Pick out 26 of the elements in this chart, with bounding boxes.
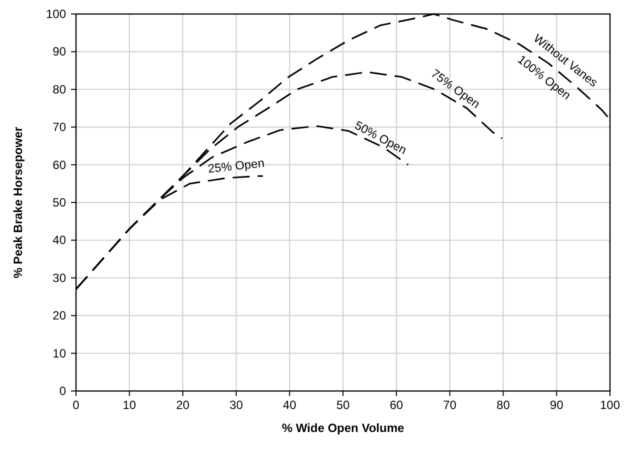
x-tick-label: 50: [336, 398, 350, 412]
y-tick-label: 40: [52, 233, 66, 248]
y-tick-label: 100: [46, 7, 66, 21]
x-tick-label: 40: [282, 398, 297, 412]
x-tick-label: 20: [176, 398, 190, 412]
y-tick-label: 90: [52, 44, 66, 59]
y-tick-label: 20: [52, 308, 66, 323]
x-tick-label: 60: [390, 398, 404, 412]
y-tick-label: 80: [52, 82, 66, 96]
x-tick-label: 30: [230, 398, 244, 412]
x-axis-title: % Wide Open Volume: [282, 421, 404, 435]
x-tick-label: 90: [550, 398, 564, 412]
x-tick-label: 70: [443, 398, 457, 412]
x-tick-label: 100: [600, 398, 620, 412]
y-tick-label: 30: [52, 270, 66, 285]
y-tick-label: 0: [59, 384, 66, 398]
annotation: 25% Open: [207, 156, 266, 176]
y-tick-label: 60: [52, 158, 66, 172]
y-tick-label: 50: [52, 196, 66, 210]
y-axis-title: % Peak Brake Horsepower: [11, 126, 25, 278]
x-tick-label: 80: [496, 398, 510, 412]
annotation: 50% Open: [352, 118, 410, 158]
y-tick-label: 10: [52, 346, 66, 360]
x-tick-label: 10: [122, 398, 136, 412]
y-tick-label: 70: [52, 120, 66, 134]
x-tick-label: 0: [72, 398, 80, 412]
